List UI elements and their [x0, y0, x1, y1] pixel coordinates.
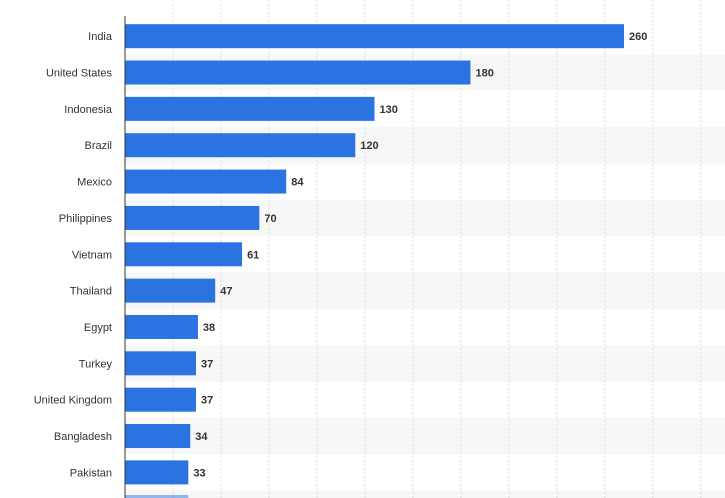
value-label: 38 — [203, 322, 215, 334]
category-label: Thailand — [70, 286, 112, 298]
value-label: 61 — [247, 249, 259, 261]
category-label: Philippines — [59, 213, 113, 225]
bar — [125, 387, 197, 412]
value-label: 33 — [193, 467, 205, 479]
category-label: Vietnam — [72, 249, 112, 261]
value-label: 47 — [220, 286, 232, 298]
category-label: Brazil — [84, 140, 112, 152]
row-band — [125, 345, 725, 382]
value-label: 180 — [475, 68, 493, 80]
bar — [125, 24, 624, 49]
value-label: 37 — [201, 395, 213, 407]
bar — [125, 314, 198, 339]
category-label: India — [88, 31, 113, 43]
category-label: United States — [46, 68, 113, 80]
category-label: Egypt — [84, 322, 112, 334]
value-label: 34 — [195, 431, 208, 443]
category-label: United Kingdom — [34, 395, 112, 407]
value-label: 70 — [264, 213, 276, 225]
row-band — [125, 490, 725, 498]
bar — [125, 460, 189, 485]
bar — [125, 278, 216, 303]
bar — [125, 169, 287, 194]
value-label: 130 — [380, 104, 398, 116]
value-label: 120 — [360, 140, 378, 152]
bar — [125, 242, 243, 267]
bar — [125, 133, 356, 158]
value-label: 37 — [201, 358, 213, 370]
category-label: Pakistan — [70, 467, 112, 479]
bar-partial — [125, 495, 189, 498]
row-band — [125, 272, 725, 309]
bar — [125, 424, 191, 449]
row-band — [125, 417, 725, 455]
category-label: Turkey — [79, 358, 113, 370]
bar — [125, 96, 375, 121]
bar — [125, 60, 471, 85]
category-label: Bangladesh — [54, 431, 112, 443]
value-label: 260 — [629, 31, 647, 43]
value-label: 84 — [291, 177, 304, 189]
bar — [125, 205, 260, 230]
category-label: Mexico — [77, 177, 112, 189]
bar — [125, 351, 197, 376]
category-label: Indonesia — [64, 104, 113, 116]
